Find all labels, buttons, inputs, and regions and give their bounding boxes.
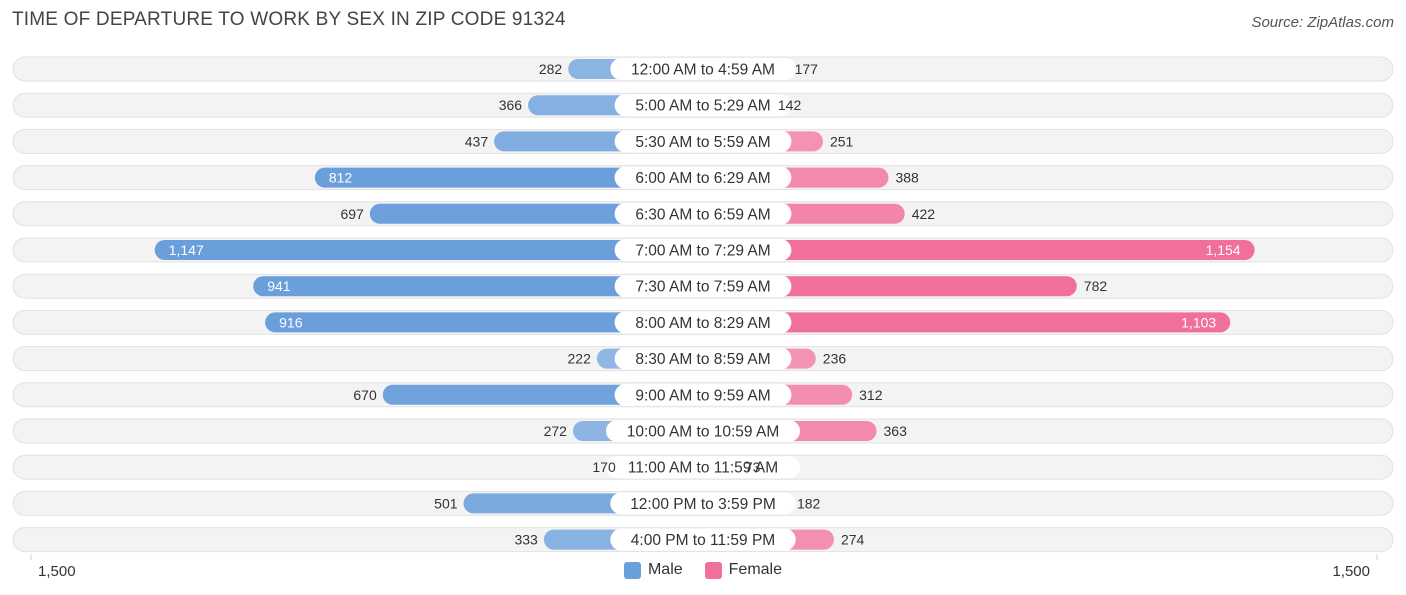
value-label-male: 1,147 <box>169 242 204 258</box>
value-label-male: 272 <box>544 423 568 439</box>
diverging-bar-chart: 12:00 AM to 4:59 AM 282 177 5:00 AM to 5:29… <box>12 56 1394 560</box>
category-label-pill <box>614 166 792 189</box>
axis-min-label: 1,500 <box>38 563 76 580</box>
legend-swatch-female <box>704 561 722 579</box>
category-label: 5:30 AM to 5:59 AM <box>635 134 770 151</box>
value-label-male: 282 <box>539 61 563 77</box>
value-label-male: 916 <box>279 314 303 330</box>
chart-legend: Male Female <box>0 561 1406 579</box>
value-label-male: 366 <box>499 97 523 113</box>
value-label-female: 363 <box>884 423 908 439</box>
chart-title: TIME OF DEPARTURE TO WORK BY SEX IN ZIP … <box>12 9 566 30</box>
category-label-pill <box>614 275 792 298</box>
axis-max-label: 1,500 <box>1332 563 1370 580</box>
value-label-female: 312 <box>859 387 883 403</box>
category-label-pill <box>614 130 792 153</box>
category-label-pill <box>606 456 800 479</box>
value-label-female: 73 <box>745 459 761 475</box>
category-label: 12:00 AM to 4:59 AM <box>631 62 775 79</box>
value-label-male: 170 <box>592 459 616 475</box>
legend-swatch-male <box>623 561 641 579</box>
value-label-female: 142 <box>778 97 802 113</box>
category-label-pill <box>614 239 792 261</box>
value-label-male: 941 <box>267 278 291 294</box>
value-label-male: 812 <box>329 170 353 186</box>
category-label-pill <box>614 311 792 334</box>
value-label-female: 1,154 <box>1206 242 1241 258</box>
category-label-pill <box>610 492 796 515</box>
category-label-pill <box>614 383 792 406</box>
bar-male <box>314 167 703 188</box>
value-label-female: 251 <box>830 133 854 149</box>
value-label-female: 388 <box>895 170 919 186</box>
value-label-male: 670 <box>353 387 377 403</box>
legend-item-female: Female <box>704 561 783 579</box>
category-label: 6:30 AM to 6:59 AM <box>635 206 770 223</box>
category-label: 9:00 AM to 9:59 AM <box>635 387 770 404</box>
value-label-male: 437 <box>465 133 489 149</box>
category-label: 8:30 AM to 8:59 AM <box>635 351 770 368</box>
bar-female <box>703 240 1255 260</box>
category-label: 5:00 AM to 5:29 AM <box>635 98 770 115</box>
legend-label-female: Female <box>728 561 783 578</box>
value-label-male: 333 <box>514 532 538 548</box>
bar-female <box>703 276 1077 297</box>
category-label-pill <box>614 347 792 370</box>
category-label: 6:00 AM to 6:29 AM <box>635 170 770 187</box>
category-label-pill <box>610 58 796 80</box>
category-label-pill <box>614 94 792 117</box>
value-label-female: 782 <box>1084 278 1108 294</box>
category-label-pill <box>606 420 800 442</box>
category-label: 11:00 AM to 11:59 AM <box>628 460 778 477</box>
value-label-female: 1,103 <box>1181 314 1216 330</box>
category-label-pill <box>610 528 796 551</box>
value-label-female: 422 <box>912 206 936 222</box>
value-label-female: 236 <box>823 351 847 367</box>
value-label-male: 697 <box>340 206 364 222</box>
chart-source: Source: ZipAtlas.com <box>1251 14 1394 31</box>
value-label-female: 274 <box>841 532 865 548</box>
category-label: 10:00 AM to 10:59 AM <box>627 424 780 441</box>
value-label-female: 177 <box>795 61 819 77</box>
legend-item-male: Male <box>623 561 683 579</box>
bar-male <box>265 312 703 333</box>
value-label-male: 222 <box>568 351 592 367</box>
bar-female <box>703 312 1231 333</box>
bar-male <box>154 240 703 260</box>
value-label-male: 501 <box>434 495 458 511</box>
category-label: 4:00 PM to 11:59 PM <box>631 532 775 549</box>
category-label-pill <box>614 202 792 225</box>
category-label: 8:00 AM to 8:29 AM <box>635 315 770 332</box>
value-label-female: 182 <box>797 495 821 511</box>
category-label: 12:00 PM to 3:59 PM <box>630 496 776 513</box>
category-label: 7:30 AM to 7:59 AM <box>635 279 770 296</box>
bar-male <box>253 276 703 297</box>
category-label: 7:00 AM to 7:29 AM <box>635 243 770 260</box>
legend-label-male: Male <box>647 561 683 578</box>
